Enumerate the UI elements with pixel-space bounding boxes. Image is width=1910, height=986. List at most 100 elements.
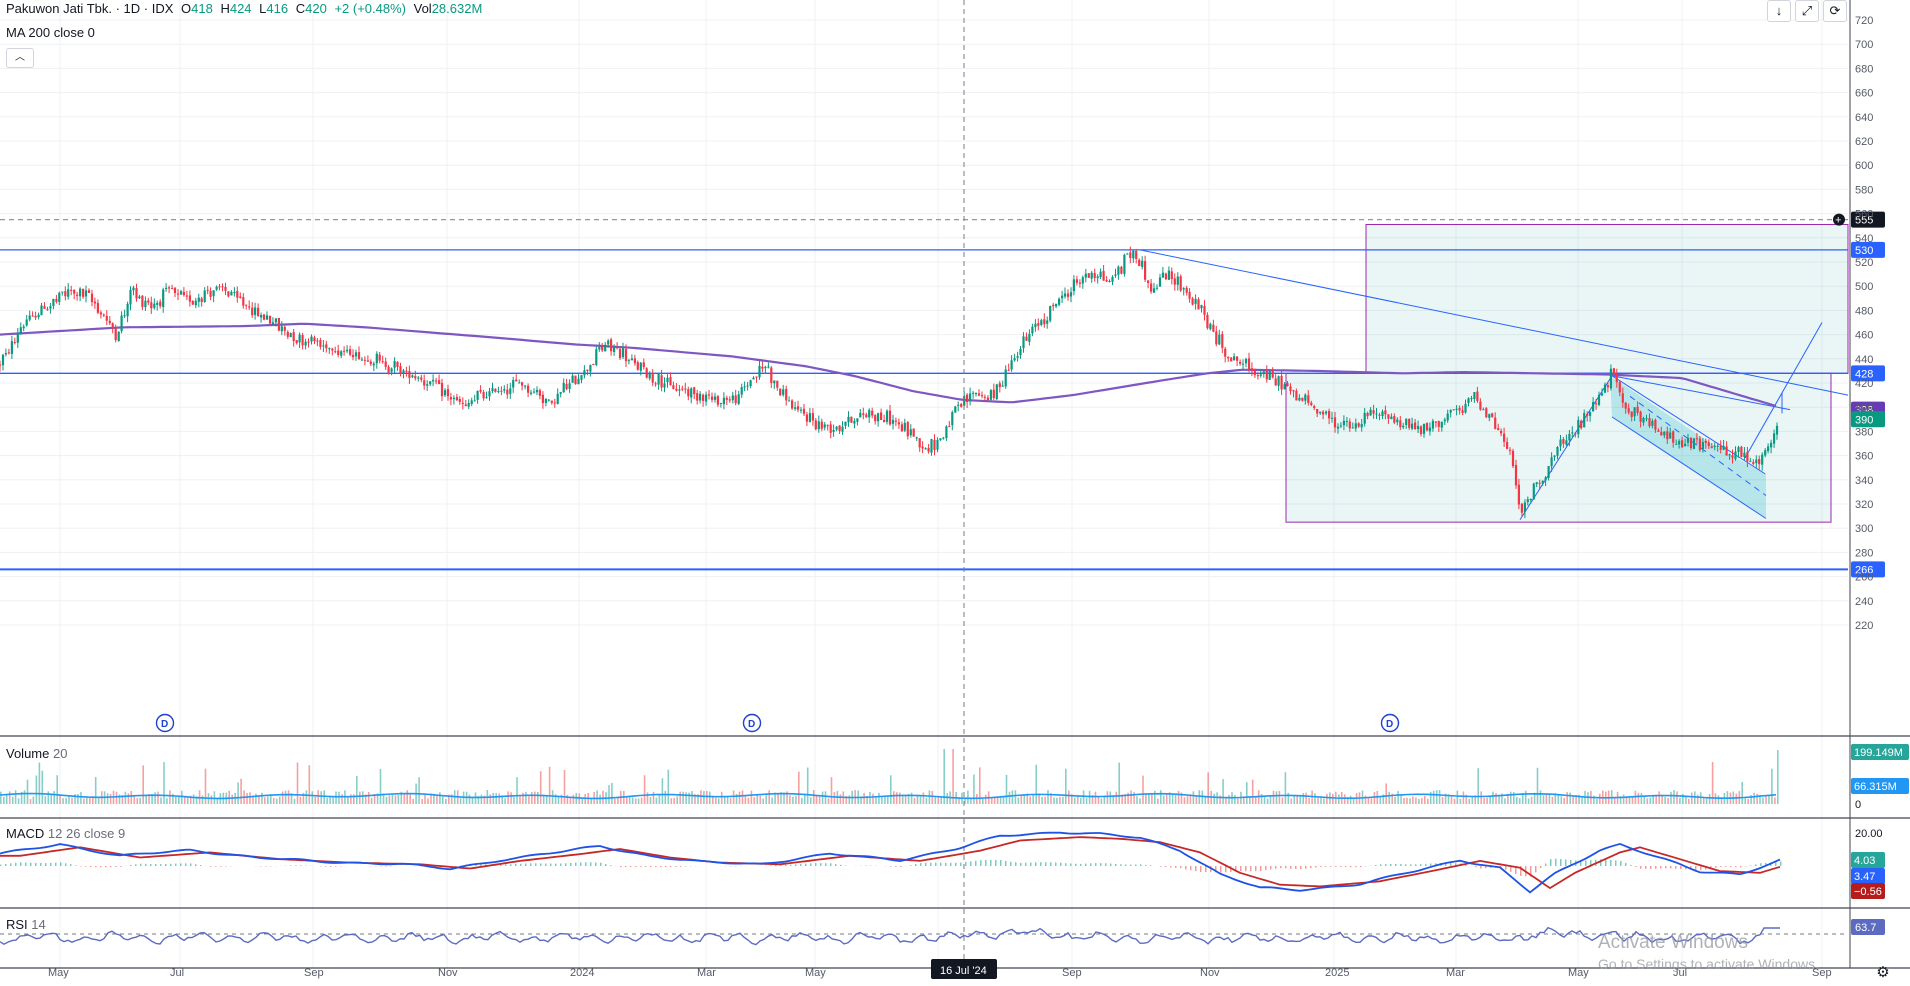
candle-body xyxy=(7,352,10,354)
volume-bar xyxy=(272,798,275,804)
candle-body xyxy=(268,316,272,324)
macd-histogram-bar xyxy=(685,866,687,867)
download-button[interactable]: ↓ xyxy=(1767,0,1791,22)
candle-body xyxy=(915,437,918,439)
macd-histogram-bar xyxy=(100,866,102,868)
volume-bar xyxy=(869,792,871,804)
collapse-legend-button[interactable]: ︿ xyxy=(6,48,34,68)
rsi-pane-title[interactable]: RSI 14 xyxy=(6,917,46,932)
macd-histogram-bar xyxy=(1510,866,1512,872)
volume-bar xyxy=(323,790,325,804)
candle-body xyxy=(1259,374,1262,376)
candle-body xyxy=(1330,417,1334,419)
macd-pane-title[interactable]: MACD 12 26 close 9 xyxy=(6,826,125,841)
time-tick-label: Sep xyxy=(1812,967,1832,979)
volume-pane-title[interactable]: Volume 20 xyxy=(6,746,67,761)
change-value: +2 (+0.48%) xyxy=(334,1,406,16)
volume-bar xyxy=(364,794,367,804)
macd-histogram-bar xyxy=(895,866,897,867)
candle-body xyxy=(1396,419,1399,423)
windows-activation-hint: Go to Settings to activate Windows. xyxy=(1598,956,1819,972)
macd-histogram-bar xyxy=(1425,863,1427,866)
macd-histogram-bar xyxy=(1455,863,1457,866)
macd-histogram-bar xyxy=(1345,866,1347,868)
volume-bar xyxy=(798,771,800,804)
volume-bar xyxy=(993,796,996,804)
settings-button[interactable]: ⚙ xyxy=(1874,964,1892,982)
volume-bar xyxy=(1696,794,1699,804)
price-tick-label: 560 xyxy=(1855,209,1873,221)
volume-bar xyxy=(14,790,17,804)
candle-body xyxy=(660,375,663,388)
candle-body xyxy=(1615,374,1618,383)
fullscreen-button[interactable]: ⤢ xyxy=(1795,0,1819,22)
candle-body xyxy=(669,377,672,386)
candle-body xyxy=(497,391,500,393)
volume-bar xyxy=(658,793,661,804)
candle-body xyxy=(162,289,165,307)
macd-histogram-bar xyxy=(825,863,827,866)
volume-bar xyxy=(1587,792,1589,804)
candle-body xyxy=(171,288,174,290)
volume-bar xyxy=(1699,792,1702,804)
volume-bar xyxy=(1038,793,1040,804)
candle-body xyxy=(408,371,411,378)
volume-bar xyxy=(1056,797,1058,804)
macd-histogram-bar xyxy=(645,866,647,867)
time-tick-label: Mar xyxy=(697,967,716,979)
volume-bar xyxy=(789,795,791,804)
macd-histogram-bar xyxy=(1175,866,1177,868)
candle-body xyxy=(1449,410,1452,413)
candle-body xyxy=(651,373,654,383)
volume-bar xyxy=(551,790,554,804)
volume-bar xyxy=(8,791,11,804)
macd-histogram-bar xyxy=(1050,862,1052,866)
candle-body xyxy=(1485,408,1488,418)
candle-body xyxy=(52,298,55,306)
candle-body xyxy=(645,368,648,378)
refresh-button[interactable]: ⟳ xyxy=(1823,0,1847,22)
volume-bar xyxy=(539,771,542,804)
macd-histogram-bar xyxy=(385,866,387,867)
volume-bar xyxy=(946,793,948,804)
candle-body xyxy=(832,430,835,432)
volume-bar xyxy=(1501,793,1503,804)
macd-histogram-bar xyxy=(1065,863,1067,866)
candle-body xyxy=(1600,393,1604,396)
candle-body xyxy=(814,420,817,430)
ma-legend[interactable]: MA 200 close 0 xyxy=(6,25,99,40)
macd-histogram-bar xyxy=(1630,864,1632,866)
volume-bar xyxy=(1121,794,1123,804)
candle-body xyxy=(1532,483,1535,500)
candle-body xyxy=(40,305,43,316)
macd-histogram-bar xyxy=(215,866,217,867)
candle-body xyxy=(1541,480,1544,484)
volume-bar xyxy=(904,795,907,804)
volume-bar xyxy=(1578,794,1580,804)
candle-body xyxy=(562,382,565,393)
volume-bar xyxy=(812,790,815,804)
macd-histogram-bar xyxy=(560,863,562,866)
candle-body xyxy=(696,393,699,401)
candle-body xyxy=(1405,418,1408,425)
volume-bar xyxy=(160,797,162,804)
volume-bar xyxy=(261,792,263,804)
macd-histogram-bar xyxy=(65,863,67,866)
macd-histogram-bar xyxy=(805,863,807,866)
candle-body xyxy=(980,395,984,397)
macd-histogram-bar xyxy=(1640,866,1642,869)
time-tick-label: May xyxy=(1568,967,1589,979)
volume-bar xyxy=(887,796,889,804)
candle-body xyxy=(147,300,150,303)
candle-body xyxy=(829,424,832,433)
candle-body xyxy=(221,286,224,288)
candle-body xyxy=(1372,410,1375,414)
candle-body xyxy=(1621,393,1624,403)
candle-body xyxy=(346,349,349,352)
volume-bar xyxy=(801,797,803,804)
volume-bar xyxy=(1251,779,1254,804)
volume-bar xyxy=(1216,792,1218,804)
macd-histogram-bar xyxy=(120,866,122,867)
candle-body xyxy=(761,366,764,369)
